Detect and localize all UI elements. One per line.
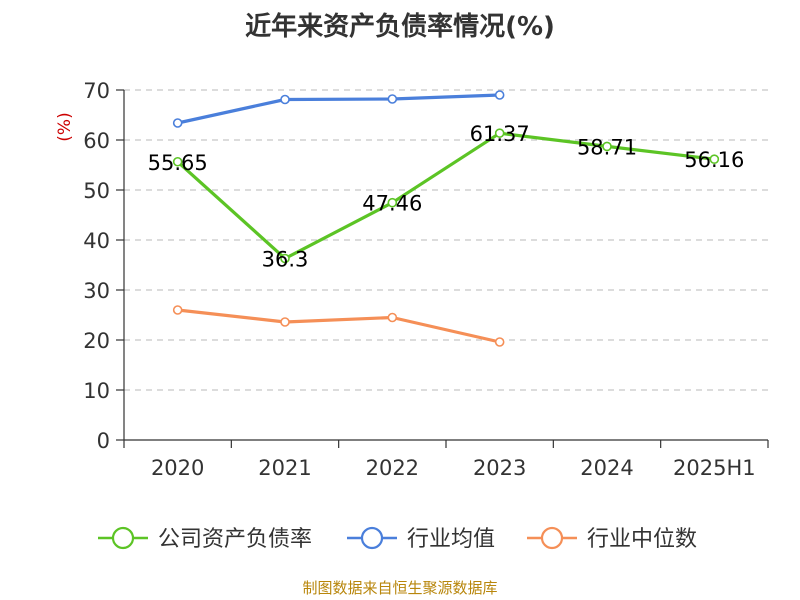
legend-marker [360, 526, 384, 550]
y-tick-label: 60 [83, 129, 110, 153]
x-tick-label: 2023 [473, 456, 526, 480]
y-tick-label: 30 [83, 279, 110, 303]
data-label: 56.16 [684, 148, 744, 172]
series-line-1 [177, 93, 500, 125]
x-tick-label: 2022 [366, 456, 419, 480]
data-label: 61.37 [470, 122, 530, 146]
data-point [387, 197, 398, 208]
data-label: 47.46 [362, 192, 422, 216]
legend-label: 行业中位数 [587, 527, 697, 552]
data-point [494, 128, 505, 138]
y-tick-label: 0 [97, 429, 110, 453]
x-tick-label: 2020 [151, 456, 204, 480]
y-tick-label: 20 [83, 329, 110, 353]
legend-label: 公司资产负债率 [158, 527, 312, 552]
data-point [172, 305, 183, 315]
y-tick-label: 50 [83, 179, 110, 203]
data-point [387, 312, 398, 323]
y-tick-label: 40 [83, 229, 110, 253]
data-point [387, 94, 398, 104]
data-labels: 55.65 36.3 47.46 61.37 58.71 56.16 [148, 122, 745, 271]
chart-title: 近年来资产负债率情况(%) [245, 11, 555, 42]
data-point [494, 337, 505, 347]
legend: 公司资产负债率 行业均值 行业中位数 [98, 526, 697, 552]
series-line-2 [177, 308, 501, 344]
data-label: 58.71 [577, 135, 637, 159]
x-tick-label: 2024 [580, 456, 633, 480]
data-point [280, 94, 290, 105]
legend-marker [111, 526, 135, 550]
data-label: 36.3 [262, 248, 309, 272]
x-tick-label: 2025H1 [673, 456, 756, 480]
source-note: 制图数据来自恒生聚源数据库 [302, 579, 497, 597]
axes: 0 10 20 30 40 50 60 70 2020 2021 2022 2023 2024 2025H… [83, 79, 769, 480]
series-line-0 [176, 131, 715, 261]
data-point [280, 253, 290, 264]
gridlines [124, 89, 768, 391]
legend-marker [540, 526, 564, 550]
y-axis-label: (%) [55, 112, 75, 141]
data-point [280, 317, 290, 327]
y-tick-label: 10 [83, 379, 110, 403]
series-layer [172, 90, 720, 347]
data-point [172, 156, 183, 167]
data-point [709, 154, 720, 164]
data-point [602, 141, 612, 152]
y-tick-label: 70 [83, 79, 110, 103]
legend-label: 行业均值 [407, 527, 495, 552]
data-point [172, 118, 183, 128]
x-tick-label: 2021 [258, 456, 311, 480]
data-point [494, 90, 505, 100]
data-label: 55.65 [148, 151, 208, 175]
